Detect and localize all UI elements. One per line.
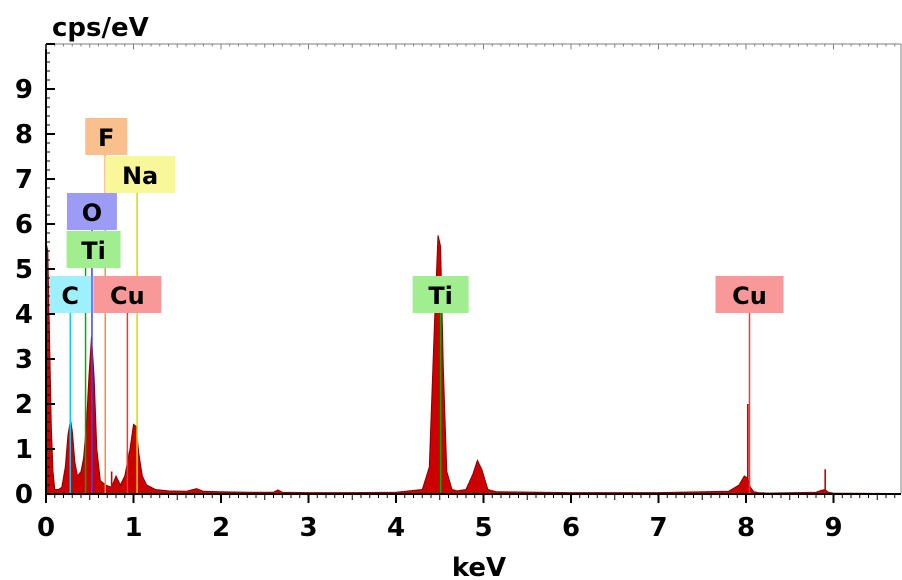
x-tick-label: 7: [649, 513, 667, 543]
y-tick-label: 6: [15, 210, 33, 240]
element-label-cu: Cu: [93, 276, 162, 313]
element-label-box: [715, 276, 784, 313]
y-tick-label: 1: [15, 435, 33, 465]
x-tick-label: 4: [387, 513, 405, 543]
element-label-f: F: [85, 118, 128, 155]
element-label-text: Cu: [732, 282, 767, 310]
element-label-box: [85, 118, 128, 155]
element-label-box: [93, 276, 162, 313]
element-label-box: [49, 276, 92, 313]
element-label-ti: Ti: [66, 231, 121, 268]
element-label-box: [66, 231, 121, 268]
element-label-box: [105, 156, 176, 193]
element-label-text: O: [82, 199, 102, 227]
x-tick-label: 8: [737, 513, 755, 543]
y-tick-label: 7: [15, 165, 33, 195]
axis-layer: 0 1 2 3 4 5 6 7 8 9 0 1 2 3 4 5 6 7 8 9: [15, 43, 902, 543]
x-tick-label: 6: [562, 513, 580, 543]
element-label-text: Na: [122, 162, 158, 190]
element-label-text: F: [98, 124, 114, 152]
y-tick-label: 8: [15, 120, 33, 150]
y-axis-title: cps/eV: [52, 13, 149, 43]
element-label-box: [412, 276, 469, 313]
spectrum-area: [45, 235, 896, 495]
y-tick-label: 0: [15, 480, 33, 510]
element-label-cu: Cu: [715, 276, 784, 313]
y-tick-label: 9: [15, 75, 33, 105]
x-tick-label: 2: [212, 513, 230, 543]
element-label-box: [66, 193, 117, 230]
element-label-o: O: [66, 193, 117, 230]
x-tick-label: 1: [124, 513, 142, 543]
element-label-text: Ti: [81, 237, 106, 265]
element-label-c: C: [49, 276, 92, 313]
element-label-ti: Ti: [412, 276, 469, 313]
element-label-text: Ti: [428, 282, 453, 310]
y-tick-label: 2: [15, 390, 33, 420]
x-tick-label: 5: [474, 513, 492, 543]
x-axis-title: keV: [452, 553, 506, 580]
y-tick-label: 4: [15, 300, 33, 330]
y-tick-label: 5: [15, 255, 33, 285]
element-label-na: Na: [105, 156, 176, 193]
x-tick-label: 3: [299, 513, 317, 543]
x-tick-label: 0: [37, 513, 55, 543]
y-tick-label: 3: [15, 345, 33, 375]
plot-area: [46, 44, 901, 494]
element-label-text: Cu: [110, 282, 145, 310]
x-tick-label: 9: [824, 513, 842, 543]
element-label-text: C: [61, 282, 79, 310]
